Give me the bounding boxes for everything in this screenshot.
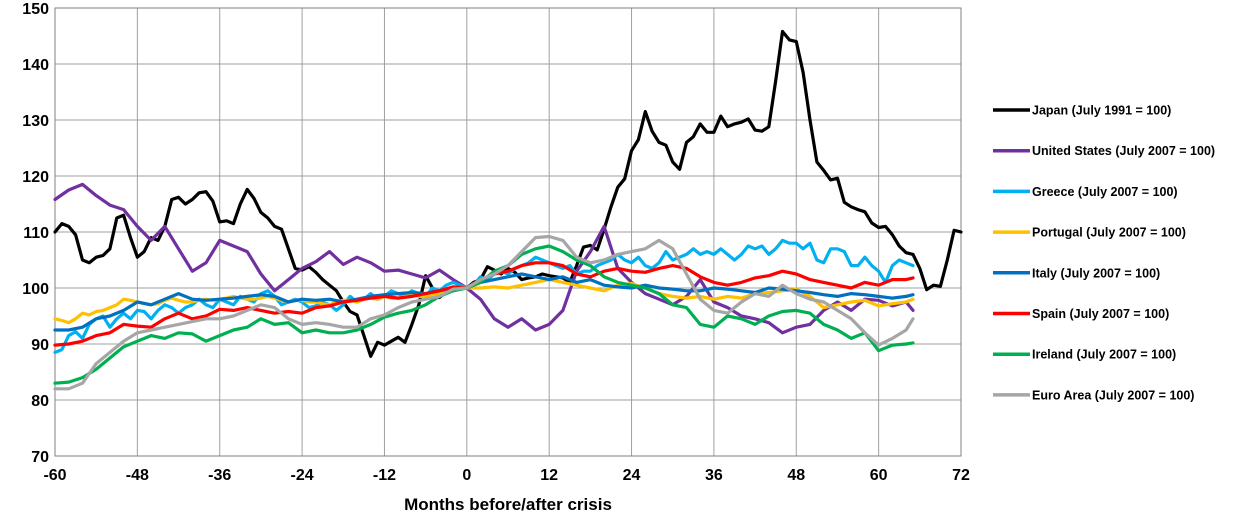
- x-tick-labels: -60 -48 -36 -24 -12 0 12 24 36 48 60 72: [43, 467, 970, 484]
- legend-label-3: Portugal (July 2007 = 100): [1032, 226, 1186, 240]
- legend: Japan (July 1991 = 100) United States (Ju…: [993, 104, 1215, 402]
- legend-label-6: Ireland (July 2007 = 100): [1032, 348, 1176, 362]
- series-line-7: [53, 234, 915, 391]
- y-tick-label: 70: [31, 449, 49, 466]
- legend-label-0: Japan (July 1991 = 100): [1032, 104, 1171, 118]
- x-tick-label: 12: [540, 467, 558, 484]
- x-tick-label: 48: [787, 467, 805, 484]
- series-lines: [53, 29, 963, 391]
- x-tick-label: 60: [870, 467, 888, 484]
- legend-label-4: Italy (July 2007 = 100): [1032, 266, 1160, 280]
- legend-label-2: Greece (July 2007 = 100): [1032, 185, 1178, 199]
- x-tick-label: -24: [291, 467, 314, 484]
- y-tick-label: 140: [22, 57, 49, 74]
- y-tick-label: 150: [22, 1, 49, 18]
- y-tick-label: 110: [23, 225, 49, 242]
- x-tick-label: -60: [43, 467, 66, 484]
- x-tick-label: -12: [373, 467, 396, 484]
- x-tick-label: -48: [126, 467, 149, 484]
- x-tick-label: 36: [705, 467, 723, 484]
- legend-label-5: Spain (July 2007 = 100): [1032, 307, 1169, 321]
- y-tick-label: 90: [31, 337, 49, 354]
- x-tick-label: -36: [208, 467, 231, 484]
- legend-label-7: Euro Area (July 2007 = 100): [1032, 388, 1194, 402]
- series-line-0: [53, 29, 963, 358]
- y-tick-label: 120: [22, 169, 49, 186]
- x-tick-label: 72: [952, 467, 970, 484]
- y-tick-label: 80: [31, 393, 49, 410]
- y-tick-label: 130: [22, 113, 49, 130]
- series-line-1: [53, 182, 915, 335]
- x-tick-label: 0: [462, 467, 471, 484]
- legend-label-1: United States (July 2007 = 100): [1032, 144, 1215, 158]
- series-line-4: [53, 272, 915, 332]
- x-tick-label: 24: [623, 467, 641, 484]
- x-axis-label: Months before/after crisis: [404, 495, 612, 514]
- y-tick-labels: 70 80 90 100 110 120 130 140 150: [22, 1, 49, 466]
- y-tick-label: 100: [22, 281, 49, 298]
